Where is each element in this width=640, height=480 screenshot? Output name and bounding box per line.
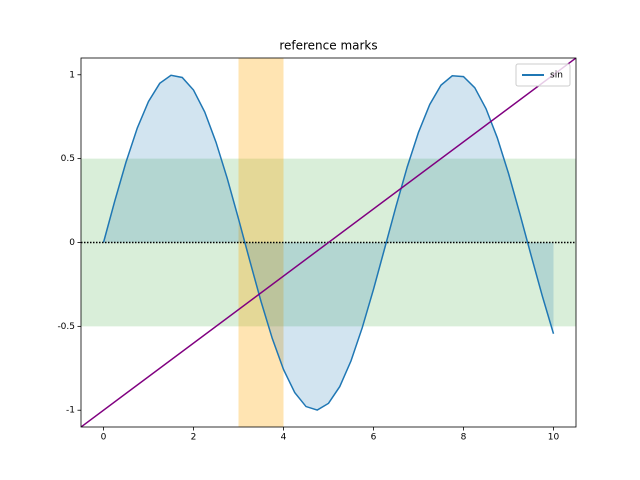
series-line [102,74,555,411]
y-tick-label: 1 [69,70,75,80]
x-tick-label: 0 [101,433,107,443]
axes: 0 2 4 6 8 10 -1 -0.5 0 0.5 1 sin [57,57,577,443]
x-tick-label: 6 [371,433,377,443]
x-tick-label: 4 [281,433,287,443]
y-tick-label: 0.5 [61,154,75,164]
x-tick-label: 8 [461,433,467,443]
y-tick-label: -0.5 [57,322,75,332]
plot-area [81,58,576,427]
x-tick-label: 2 [191,433,197,443]
x-tick-label: 10 [548,433,560,443]
reference-line [81,58,576,427]
chart-title: reference marks [279,39,377,53]
legend-label: sin [550,71,563,81]
y-tick-label: 0 [69,238,75,248]
y-tick-label: -1 [66,406,75,416]
